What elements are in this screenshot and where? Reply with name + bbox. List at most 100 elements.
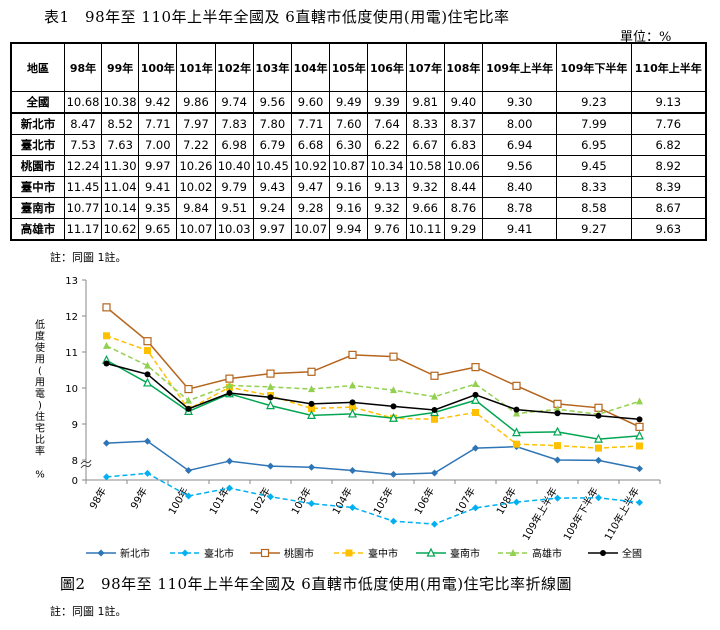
data-point [144,361,151,369]
legend-swatch-marker [426,547,436,557]
data-point [595,494,602,502]
data-point [513,409,520,417]
data-point [226,457,233,465]
table-cell: 6.30 [329,134,369,156]
table-cell: 9.41 [481,218,558,241]
legend-label: 桃園市 [284,547,314,560]
table-cell: 8.40 [481,176,558,198]
data-point [595,456,602,464]
data-point [226,390,233,397]
data-point [348,350,357,359]
table-cell: 10.38 [101,91,140,114]
x-tick-label: 109年上半年 [519,485,560,543]
y-tick-label: 9 [72,420,78,431]
y-axis-label-char: 用 [35,355,45,366]
legend-label: 臺中市 [368,547,398,560]
data-point [594,433,603,443]
y-axis-label-char: 電 [35,388,45,400]
y-axis-label-char: 用 [35,378,45,389]
table-cell: 11.30 [101,155,140,177]
table-cell: 7.60 [329,112,369,135]
table-cell: 7.97 [176,112,216,135]
table-cell: 10.02 [176,176,216,198]
data-point [512,381,521,390]
y-tick-label: 13 [65,276,78,287]
table-cell: 9.23 [556,91,632,114]
legend-swatch-marker [509,549,517,556]
data-point [349,504,356,512]
table-cell: 9.97 [252,218,292,241]
data-point [512,427,521,437]
table-cell: 9.35 [138,197,178,219]
table-cell: 9.65 [138,218,178,241]
table-cell: 10.58 [405,155,445,177]
table-cell: 8.92 [630,155,707,177]
table-cell: 7.22 [176,134,216,156]
x-tick-label: 102年 [247,485,273,517]
axis-break-mark [80,463,92,469]
data-point [636,416,643,423]
data-point [267,462,274,470]
data-point [185,405,192,412]
data-point [307,367,316,376]
table-cell: 7.00 [138,134,178,156]
figure-note: 註：同圖 1註。 [50,605,127,618]
data-point [349,399,356,406]
table-header-cell: 102年 [214,42,254,92]
table-unit: 單位：% [620,30,672,45]
table-row: 新北市 8.47 8.52 7.71 7.97 7.83 7.80 7.71 7.60 7.64 8… [10,112,707,135]
data-point [595,412,602,419]
table-header-cell: 109年上半年 [481,42,558,92]
data-point [103,439,110,447]
table-cell: 7.99 [556,112,632,135]
data-point [636,498,643,506]
data-point [267,382,274,390]
table-cell: 9.81 [405,91,445,114]
table-header-cell: 101年 [176,42,216,92]
data-point [266,369,275,378]
data-point [308,400,315,407]
legend-label: 臺南市 [450,547,480,560]
x-tick-label: 104年 [329,485,355,517]
data-point [472,408,479,416]
data-point [554,405,561,413]
x-tick-label: 106年 [411,485,437,517]
data-point [308,500,315,508]
axis-break-mark [80,459,92,465]
x-tick-label: 98年 [86,485,109,511]
table-cell: 8.37 [443,112,483,135]
table-cell: 9.29 [443,218,483,241]
y-axis-label-char: 度 [35,330,45,343]
data-point [472,380,479,388]
table-cell: 10.77 [63,197,103,219]
data-point [185,466,192,474]
table-cell: 9.13 [367,176,407,198]
data-point [266,400,275,410]
table-cell: 7.64 [367,112,407,135]
table-note: 註：同圖 1註。 [50,251,127,264]
y-tick-label: 8 [72,456,78,467]
data-point [595,444,602,452]
table-cell: 6.82 [630,134,707,156]
y-axis-label-char: 住 [35,410,45,423]
data-point [267,394,274,401]
table-cell: 10.34 [367,155,407,177]
legend-swatch-marker [260,548,270,558]
table-row: 桃園市 12.24 11.30 9.97 10.26 10.40 10.45 10.92 10.… [10,155,707,177]
table-cell: 7.63 [101,134,140,156]
table-cell: 9.41 [138,176,178,198]
table-row-label: 全國 [10,91,65,114]
table-cell: 6.83 [443,134,483,156]
table-header-cell: 110年上半年 [630,42,707,92]
table-cell: 6.94 [481,134,558,156]
x-tick-label: 110年上半年 [601,485,642,543]
table-cell: 9.32 [405,176,445,198]
data-point [471,363,480,372]
table-cell: 9.16 [329,176,369,198]
table-cell: 11.04 [101,176,140,198]
y-tick-label: 11 [65,348,78,359]
table-cell: 10.03 [214,218,254,241]
table-cell: 9.43 [252,176,292,198]
y-axis-label-char: 使 [35,341,45,354]
table-row-label: 桃園市 [10,155,65,177]
